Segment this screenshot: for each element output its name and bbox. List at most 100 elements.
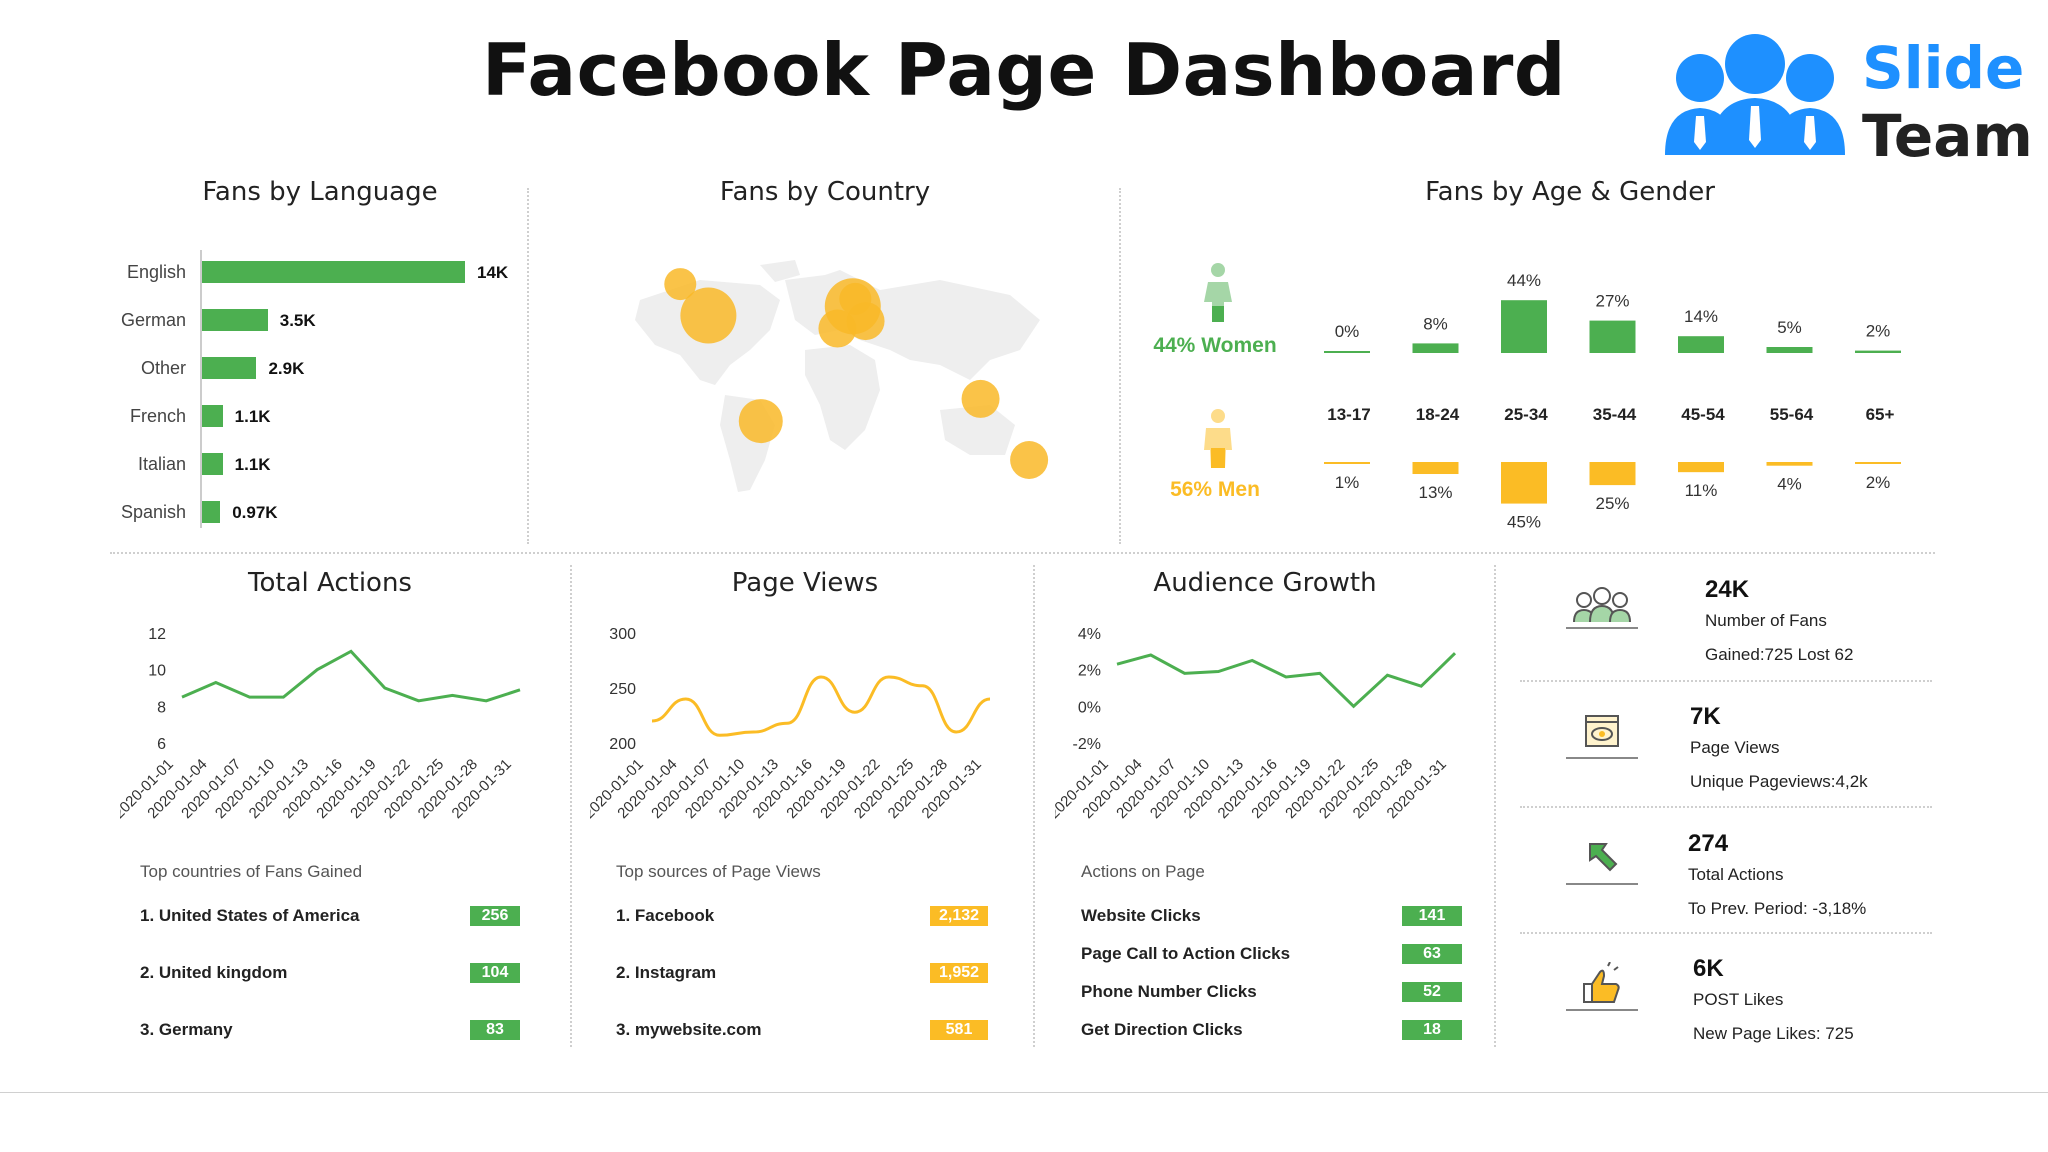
fans-by-country-map xyxy=(635,260,1049,492)
y-tick-label: 8 xyxy=(157,699,166,716)
page-title: Facebook Page Dashboard xyxy=(482,28,1566,112)
language-tick-label: Other xyxy=(140,358,186,378)
women-data-label: 27% xyxy=(1595,292,1629,311)
total-actions-chart: 1210862020-01-012020-01-042020-01-072020… xyxy=(120,626,521,822)
men-data-label: 11% xyxy=(1685,481,1718,500)
list-item: 3. Germany xyxy=(140,1020,233,1039)
age-gender-chart: 0% 13-17 1% 8% 18-24 13% 44% 25-34 45% 27% 35-44 25… xyxy=(1324,271,1901,532)
value-badge: 141 xyxy=(1402,906,1462,926)
country-bubble xyxy=(680,287,737,344)
people-logo-icon xyxy=(1665,34,1845,155)
age-category-label: 65+ xyxy=(1866,405,1895,424)
men-data-label: 25% xyxy=(1595,494,1629,513)
list-item: 2. Instagram xyxy=(616,963,717,982)
section-title-country: Fans by Country xyxy=(719,177,931,207)
women-data-label: 14% xyxy=(1684,307,1718,326)
men-data-label: 4% xyxy=(1777,475,1802,494)
women-bar xyxy=(1766,347,1813,353)
kpi-value: 7K xyxy=(1690,703,1721,730)
men-data-label: 45% xyxy=(1507,513,1541,532)
men-bar xyxy=(1412,462,1459,475)
language-tick-label: French xyxy=(129,406,186,426)
eye-window-icon xyxy=(1566,715,1638,759)
logo-word-team: Team xyxy=(1862,102,2033,170)
men-data-label: 13% xyxy=(1418,483,1452,502)
women-bar xyxy=(1412,343,1459,353)
thumbs-up-icon xyxy=(1566,962,1638,1011)
kpi-label: Total Actions xyxy=(1688,865,1784,884)
kpi-value: 6K xyxy=(1693,955,1724,982)
women-data-label: 0% xyxy=(1335,322,1360,341)
section-title-audience-growth: Audience Growth xyxy=(1153,568,1377,598)
y-tick-label: 300 xyxy=(609,626,636,643)
language-tick-label: German xyxy=(120,310,186,330)
series-line xyxy=(1116,652,1457,709)
men-bar xyxy=(1589,462,1636,486)
y-tick-label: 4% xyxy=(1078,626,1101,643)
audience-growth-chart: 4%2%0%-2%2020-01-012020-01-042020-01-072… xyxy=(1055,626,1457,822)
y-tick-label: 200 xyxy=(609,736,636,753)
series-line xyxy=(651,675,991,737)
language-data-label: 14K xyxy=(477,263,509,282)
y-tick-label: 250 xyxy=(609,681,636,698)
footer-divider xyxy=(0,1092,2048,1093)
value-badge: 83 xyxy=(470,1020,520,1040)
section-title-page-views: Page Views xyxy=(731,568,879,598)
kpi-sub: To Prev. Period: -3,18% xyxy=(1688,899,1867,918)
language-bar xyxy=(202,357,257,379)
value-badge: 104 xyxy=(470,963,520,983)
language-bar xyxy=(202,261,465,283)
age-category-label: 45-54 xyxy=(1681,405,1725,424)
group-icon xyxy=(1566,587,1638,629)
series-line xyxy=(181,649,521,703)
men-bar xyxy=(1324,462,1370,464)
age-category-label: 35-44 xyxy=(1593,405,1637,424)
list-item: 1. Facebook xyxy=(616,906,715,925)
value-badge: 18 xyxy=(1402,1020,1462,1040)
woman-icon xyxy=(1204,263,1232,322)
divider xyxy=(1520,680,1932,682)
women-bar xyxy=(1678,336,1724,353)
women-data-label: 8% xyxy=(1423,314,1448,333)
language-bar xyxy=(202,501,221,523)
kpi-sub: Unique Pageviews:4,2k xyxy=(1690,772,1868,791)
divider xyxy=(527,188,529,544)
language-tick-label: Italian xyxy=(137,454,186,474)
section-title-language: Fans by Language xyxy=(202,177,438,207)
list-item: Page Call to Action Clicks xyxy=(1081,944,1291,963)
divider xyxy=(1494,565,1496,1047)
language-tick-label: English xyxy=(126,262,186,282)
y-tick-label: 6 xyxy=(157,736,166,753)
value-badge: 256 xyxy=(470,906,520,926)
men-bar xyxy=(1501,462,1547,504)
section-title-total-actions: Total Actions xyxy=(248,568,412,598)
y-tick-label: -2% xyxy=(1073,736,1101,753)
value-badge: 63 xyxy=(1402,944,1462,964)
language-bar xyxy=(202,405,223,427)
value-badge: 1,952 xyxy=(930,963,988,983)
divider xyxy=(1033,565,1035,1047)
kpi-label: POST Likes xyxy=(1693,990,1784,1009)
age-category-label: 55-64 xyxy=(1770,405,1814,424)
country-bubble xyxy=(839,282,872,315)
language-data-label: 3.5K xyxy=(279,311,316,330)
slideteam-logo: Slide Team xyxy=(1660,30,2033,170)
age-category-label: 13-17 xyxy=(1327,405,1370,424)
country-bubble xyxy=(961,379,1000,418)
language-bar xyxy=(202,309,268,331)
language-bar xyxy=(202,453,223,475)
value-badge: 52 xyxy=(1402,982,1462,1002)
women-bar xyxy=(1324,351,1370,353)
men-label: 56% Men xyxy=(1170,478,1260,501)
women-bar xyxy=(1855,350,1901,353)
list-head-actions: Actions on Page xyxy=(1081,862,1205,881)
value-badge: 581 xyxy=(930,1020,988,1040)
women-data-label: 5% xyxy=(1777,318,1802,337)
kpi-sub: Gained:725 Lost 62 xyxy=(1705,645,1854,664)
language-axis-line xyxy=(200,250,202,528)
man-icon xyxy=(1204,409,1232,468)
y-tick-label: 0% xyxy=(1078,699,1101,716)
women-data-label: 2% xyxy=(1866,322,1891,341)
kpi-value: 274 xyxy=(1688,830,1729,857)
women-label: 44% Women xyxy=(1153,334,1277,357)
